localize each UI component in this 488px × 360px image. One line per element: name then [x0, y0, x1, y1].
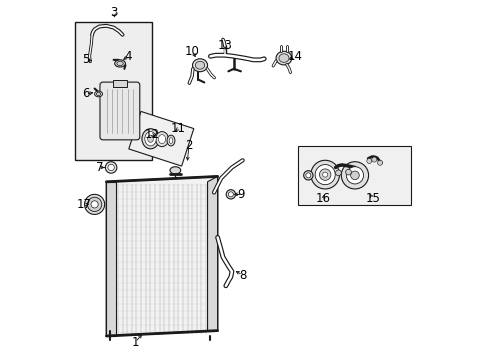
Text: 13: 13: [217, 39, 232, 52]
Ellipse shape: [276, 51, 291, 65]
Circle shape: [366, 158, 371, 163]
Circle shape: [341, 162, 368, 189]
Circle shape: [319, 169, 330, 180]
Circle shape: [314, 165, 335, 185]
Text: 5: 5: [82, 53, 89, 66]
Circle shape: [346, 167, 363, 184]
Ellipse shape: [195, 61, 204, 69]
Circle shape: [91, 201, 98, 208]
Ellipse shape: [170, 167, 181, 174]
Bar: [298, 146, 410, 205]
Circle shape: [87, 197, 102, 212]
Ellipse shape: [117, 61, 123, 66]
Text: 15: 15: [365, 192, 380, 205]
Circle shape: [310, 160, 339, 189]
Bar: [113, 80, 126, 87]
Ellipse shape: [155, 132, 168, 147]
Text: 14: 14: [286, 50, 302, 63]
Text: 17: 17: [77, 198, 92, 211]
Polygon shape: [106, 176, 217, 336]
Text: 11: 11: [170, 122, 185, 135]
Circle shape: [84, 194, 104, 215]
Circle shape: [305, 173, 310, 178]
Ellipse shape: [169, 138, 172, 143]
Polygon shape: [106, 182, 116, 336]
Polygon shape: [128, 111, 193, 166]
Bar: [75, 22, 152, 160]
Circle shape: [105, 162, 117, 173]
Text: 8: 8: [239, 269, 246, 282]
Circle shape: [322, 172, 327, 177]
Ellipse shape: [142, 129, 159, 149]
Ellipse shape: [115, 60, 125, 67]
Circle shape: [345, 169, 351, 175]
Text: 2: 2: [185, 139, 192, 152]
Ellipse shape: [147, 135, 153, 142]
Text: 9: 9: [237, 188, 244, 201]
Ellipse shape: [192, 59, 207, 72]
Ellipse shape: [94, 91, 102, 97]
FancyBboxPatch shape: [100, 82, 140, 140]
Ellipse shape: [158, 135, 165, 144]
Text: 6: 6: [81, 87, 89, 100]
Text: 16: 16: [315, 192, 330, 205]
Circle shape: [228, 192, 233, 197]
Polygon shape: [207, 176, 217, 330]
Circle shape: [108, 164, 114, 171]
Text: 1: 1: [131, 336, 139, 348]
Text: 10: 10: [184, 45, 200, 58]
Text: 7: 7: [96, 161, 103, 174]
Circle shape: [335, 170, 341, 176]
Ellipse shape: [167, 135, 175, 146]
Circle shape: [303, 171, 312, 180]
Ellipse shape: [278, 54, 288, 62]
Circle shape: [350, 171, 359, 180]
Circle shape: [371, 157, 376, 162]
Circle shape: [377, 160, 382, 165]
Text: 12: 12: [144, 128, 160, 141]
Ellipse shape: [144, 132, 156, 146]
Circle shape: [226, 190, 235, 199]
Ellipse shape: [96, 92, 101, 95]
Text: 4: 4: [124, 50, 131, 63]
Text: 3: 3: [110, 6, 117, 19]
